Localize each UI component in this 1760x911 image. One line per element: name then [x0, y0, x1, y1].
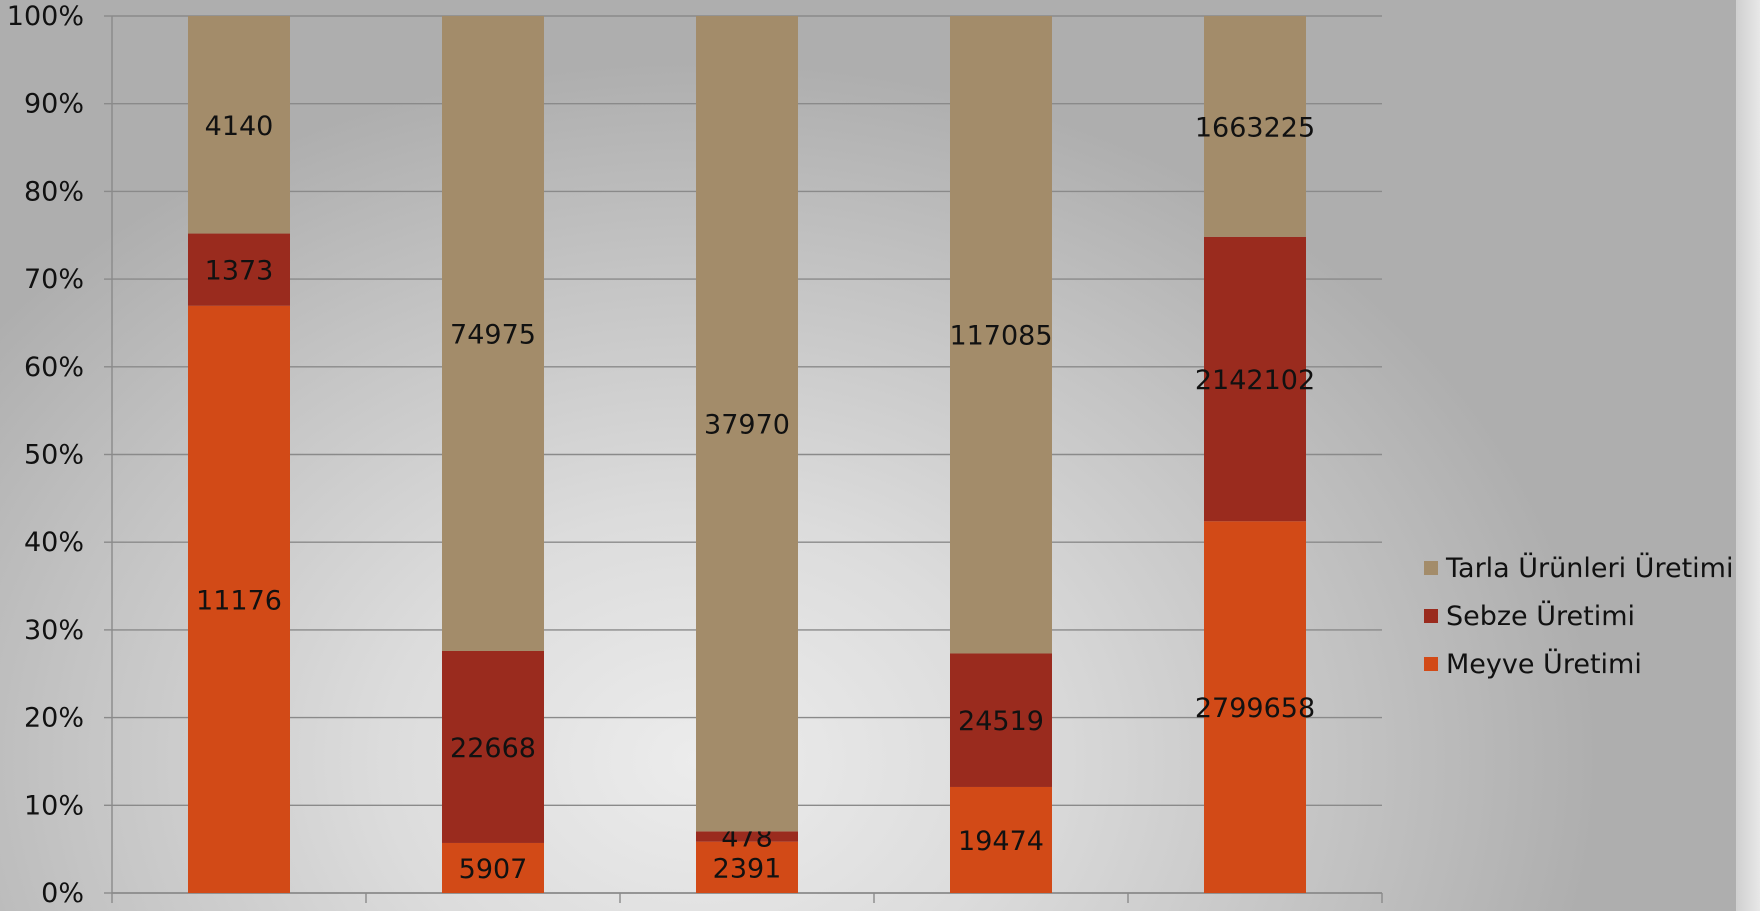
- data-label: 117085: [949, 321, 1052, 352]
- chart-legend: Tarla Ürünleri Üretimi Sebze Üretimi Mey…: [1424, 544, 1733, 688]
- data-label: 22668: [450, 733, 536, 764]
- bar-segment: [188, 233, 290, 306]
- data-label: 37970: [704, 410, 790, 441]
- bar-segment: [1204, 521, 1306, 893]
- bar-segment: [442, 16, 544, 651]
- data-label: 11176: [196, 585, 282, 616]
- bar-segment: [1204, 16, 1306, 237]
- legend-item-sebze: Sebze Üretimi: [1424, 592, 1733, 640]
- y-tick-label: 60%: [24, 352, 84, 383]
- legend-item-tarla: Tarla Ürünleri Üretimi: [1424, 544, 1733, 592]
- bar-segment: [950, 16, 1052, 654]
- y-tick-label: 90%: [24, 89, 84, 120]
- bar-segment: [950, 653, 1052, 787]
- legend-swatch-sebze: [1424, 609, 1438, 623]
- y-tick-label: 20%: [24, 703, 84, 734]
- data-label: 1663225: [1195, 112, 1315, 143]
- bar-segment: [696, 831, 798, 842]
- bar-segment: [950, 786, 1052, 893]
- y-tick-label: 30%: [24, 615, 84, 646]
- bar-segment: [188, 16, 290, 234]
- y-tick-label: 40%: [24, 527, 84, 558]
- legend-label-tarla: Tarla Ürünleri Üretimi: [1446, 552, 1734, 584]
- bar-segment: [442, 842, 544, 893]
- data-label: 24519: [958, 706, 1044, 737]
- legend-item-meyve: Meyve Üretimi: [1424, 640, 1733, 688]
- data-label: 5907: [459, 854, 528, 885]
- data-label: 1373: [205, 256, 274, 287]
- bar-segment: [442, 650, 544, 843]
- data-label: 4140: [205, 111, 274, 142]
- bar-segment: [1204, 236, 1306, 522]
- y-tick-label: 80%: [24, 176, 84, 207]
- y-tick-label: 70%: [24, 264, 84, 295]
- legend-swatch-tarla: [1424, 561, 1438, 575]
- y-tick-label: 10%: [24, 790, 84, 821]
- data-label: 2391: [713, 853, 782, 884]
- y-tick-label: 50%: [24, 440, 84, 471]
- bar-segment: [696, 841, 798, 893]
- data-label: 2799658: [1195, 693, 1315, 724]
- background-edge: [1736, 0, 1760, 911]
- legend-label-meyve: Meyve Üretimi: [1446, 648, 1642, 680]
- y-tick-label: 0%: [41, 878, 84, 909]
- y-tick-label: 100%: [7, 1, 84, 32]
- bar-segment: [696, 16, 798, 832]
- data-label: 2142102: [1195, 365, 1315, 396]
- legend-swatch-meyve: [1424, 657, 1438, 671]
- data-label: 74975: [450, 319, 536, 350]
- legend-label-sebze: Sebze Üretimi: [1446, 600, 1636, 632]
- data-label: 19474: [958, 826, 1044, 857]
- bar-segment: [188, 305, 290, 894]
